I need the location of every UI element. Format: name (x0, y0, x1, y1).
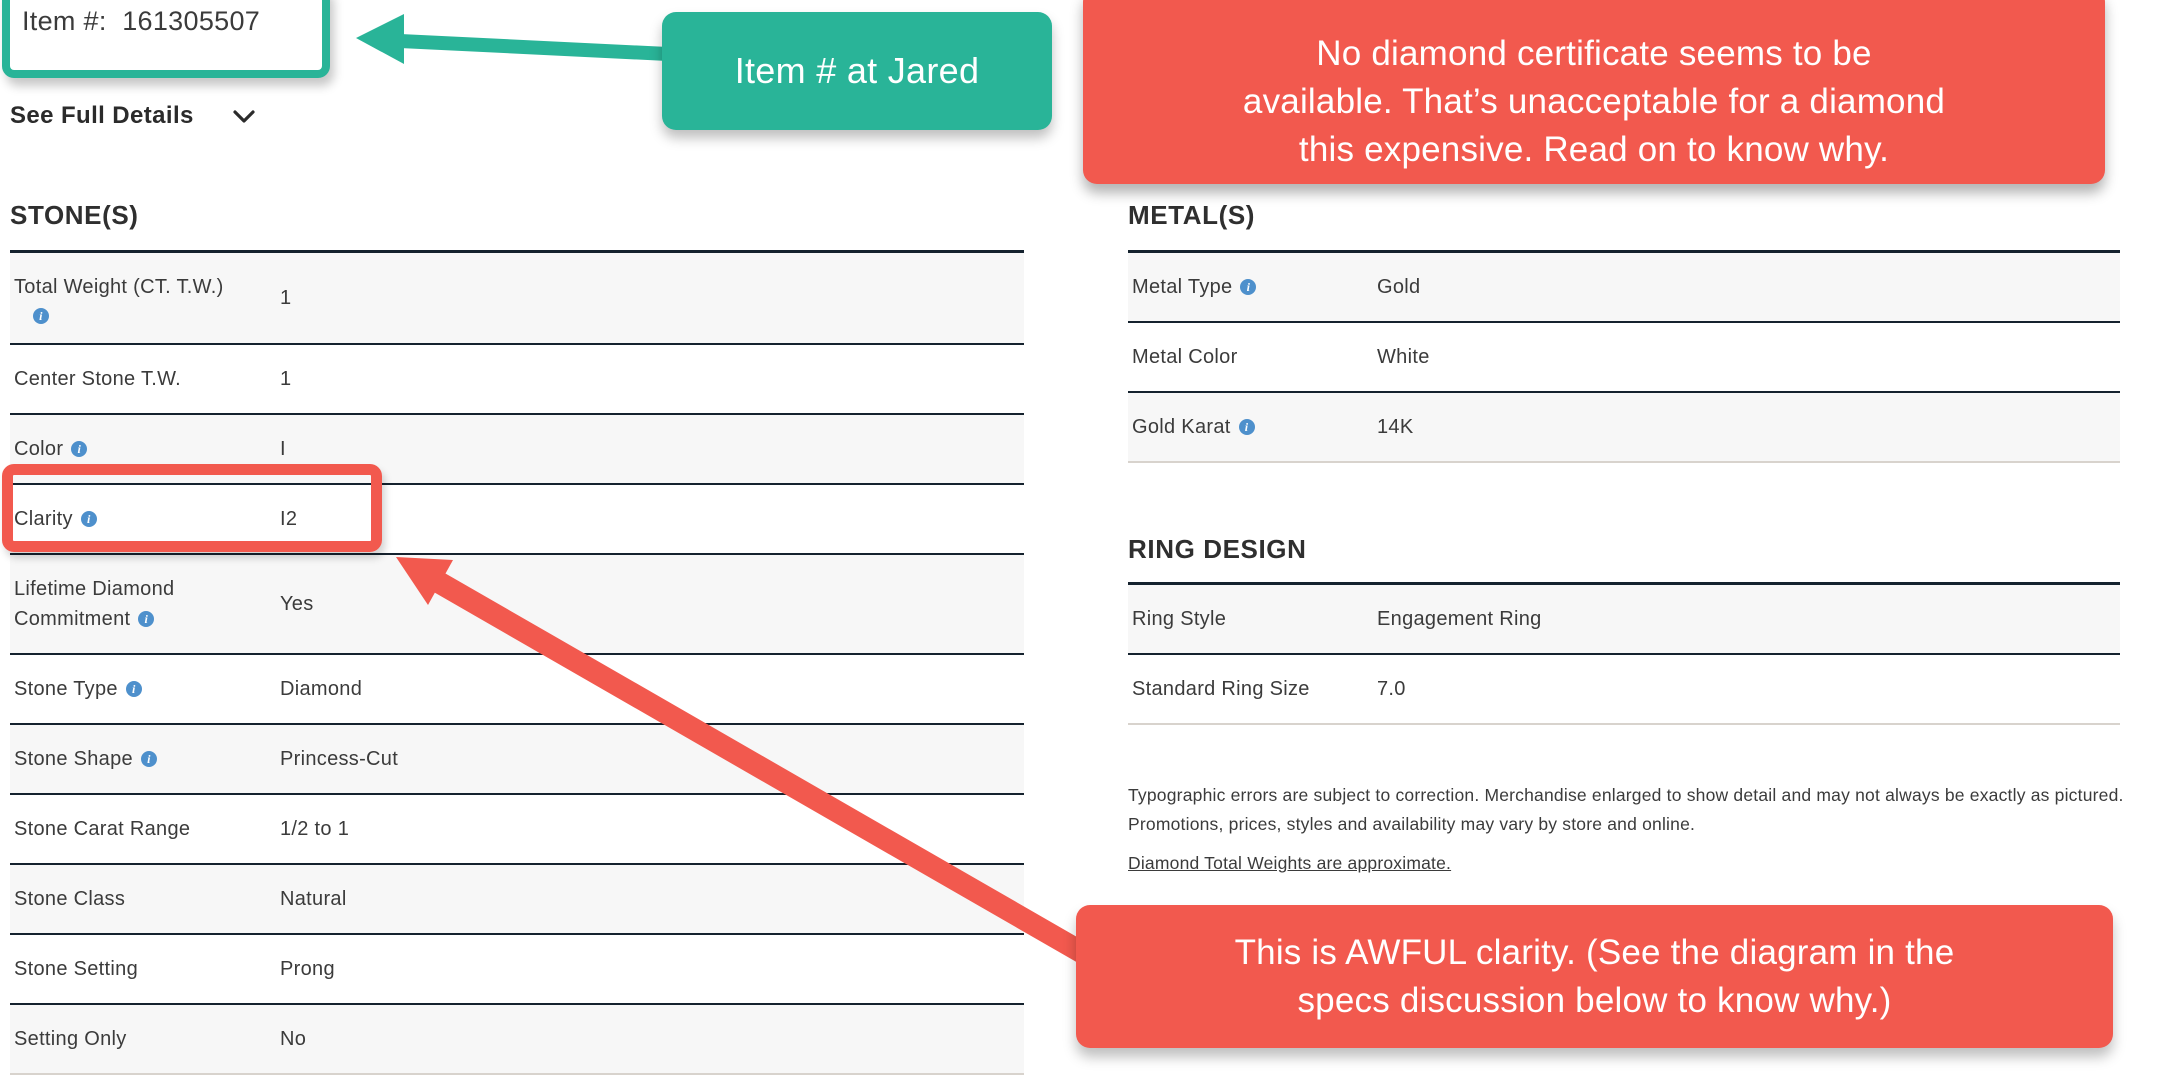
spec-value: 1 (280, 368, 292, 390)
spec-value: Gold (1377, 276, 1421, 298)
spec-value: No (280, 1028, 307, 1050)
spec-label: Stone Carat Range (14, 818, 191, 840)
spec-row: Stone Carat Range 1/2 to 1 (10, 795, 1024, 865)
info-icon[interactable]: i (80, 511, 97, 527)
teal-arrow (356, 14, 669, 64)
spec-value: Diamond (280, 678, 363, 700)
ring-design-section-heading: RING DESIGN (1128, 534, 1307, 564)
spec-label: Stone Type i (14, 674, 280, 704)
info-icon[interactable]: i (138, 611, 155, 627)
stones-spec-table: Total Weight (CT. T.W.) i 1 Center Stone T.… (10, 250, 1024, 1075)
spec-label: Stone Shape i (14, 744, 280, 774)
disclaimer-text: Typographic errors are subject to correc… (1128, 785, 2124, 834)
item-number-text: Item #: 161305507 (22, 6, 261, 36)
metals-spec-table: Metal Type i Gold Metal Color White Gold Kara… (1128, 250, 2120, 463)
spec-row: Total Weight (CT. T.W.) i 1 (10, 253, 1024, 345)
spec-label: Ring Style (1132, 608, 1227, 630)
spec-value: Yes (280, 593, 314, 615)
spec-value: I2 (280, 508, 298, 530)
spec-value: Engagement Ring (1377, 608, 1542, 630)
chevron-down-icon (233, 109, 255, 123)
spec-row: Lifetime Diamond Commitment i Yes (10, 555, 1024, 655)
spec-label: Standard Ring Size (1132, 678, 1310, 700)
spec-label: Color i (14, 434, 280, 464)
spec-label: Metal Color (1132, 346, 1238, 368)
spec-label: Clarity i (14, 504, 280, 534)
callout-line: specs discussion below to know why.) (1297, 980, 1892, 1020)
spec-row: Center Stone T.W. 1 (10, 345, 1024, 415)
spec-row: Setting Only No (10, 1005, 1024, 1075)
see-full-details-button[interactable]: See Full Details (10, 102, 256, 130)
stones-section-heading: STONE(S) (10, 200, 139, 230)
spec-row: Standard Ring Size 7.0 (1128, 655, 2120, 725)
spec-value: White (1377, 346, 1430, 368)
banner-line: No diamond certificate seems to be (1316, 34, 1872, 73)
spec-label: Gold Karat i (1132, 412, 1377, 442)
spec-label: Setting Only (14, 1028, 127, 1050)
metals-section-heading: METAL(S) (1128, 200, 1256, 230)
ring-design-spec-table: Ring Style Engagement Ring Standard Ring S… (1128, 582, 2120, 725)
info-icon[interactable]: i (71, 441, 88, 457)
info-icon[interactable]: i (125, 681, 142, 697)
spec-row: Ring Style Engagement Ring (1128, 585, 2120, 655)
clarity-warning-callout: This is AWFUL clarity. (See the diagram … (1076, 905, 2113, 1048)
clarity-highlight-box (2, 464, 382, 552)
item-number-callout-text: Item # at Jared (734, 50, 980, 91)
spec-row: Gold Karat i 14K (1128, 393, 2120, 463)
spec-label: Stone Class (14, 888, 126, 910)
banner-line: available. That’s unacceptable for a dia… (1242, 82, 1946, 121)
banner-line: this expensive. Read on to know why. (1298, 130, 1890, 169)
spec-label: Metal Type i (1132, 272, 1377, 302)
info-icon[interactable]: i (33, 308, 49, 324)
item-number-highlight-box: Item #: 161305507 (2, 0, 330, 78)
spec-row: Stone Shape i Princess-Cut (10, 725, 1024, 795)
spec-label: Lifetime Diamond Commitment i (14, 578, 175, 630)
info-icon[interactable]: i (140, 751, 157, 767)
spec-row: Metal Type i Gold (1128, 253, 2120, 323)
spec-row: Metal Color White (1128, 323, 2120, 393)
spec-value: 7.0 (1377, 678, 1406, 700)
spec-value: Princess-Cut (280, 748, 399, 770)
callout-line: This is AWFUL clarity. (See the diagram … (1234, 932, 1955, 972)
spec-label: Stone Setting (14, 958, 138, 980)
spec-row: Stone Type i Diamond (10, 655, 1024, 725)
spec-label: Center Stone T.W. (14, 368, 182, 390)
spec-row: Stone Class Natural (10, 865, 1024, 935)
spec-value: I (280, 438, 286, 460)
spec-value: Prong (280, 958, 335, 980)
info-icon[interactable]: i (1238, 419, 1255, 435)
spec-value: 1 (280, 287, 292, 309)
spec-row: Stone Setting Prong (10, 935, 1024, 1005)
diamond-weights-link[interactable]: Diamond Total Weights are approximate. (1128, 853, 1452, 873)
spec-value: 14K (1377, 416, 1414, 438)
item-number-callout: Item # at Jared (662, 12, 1052, 130)
spec-value: Natural (280, 888, 347, 910)
spec-label: Total Weight (CT. T.W.) i (14, 276, 224, 324)
certificate-warning-banner: No diamond certificate seems to be avail… (1083, 0, 2105, 184)
see-full-details-label: See Full Details (10, 102, 194, 129)
info-icon[interactable]: i (1240, 279, 1257, 295)
spec-value: 1/2 to 1 (280, 818, 350, 840)
